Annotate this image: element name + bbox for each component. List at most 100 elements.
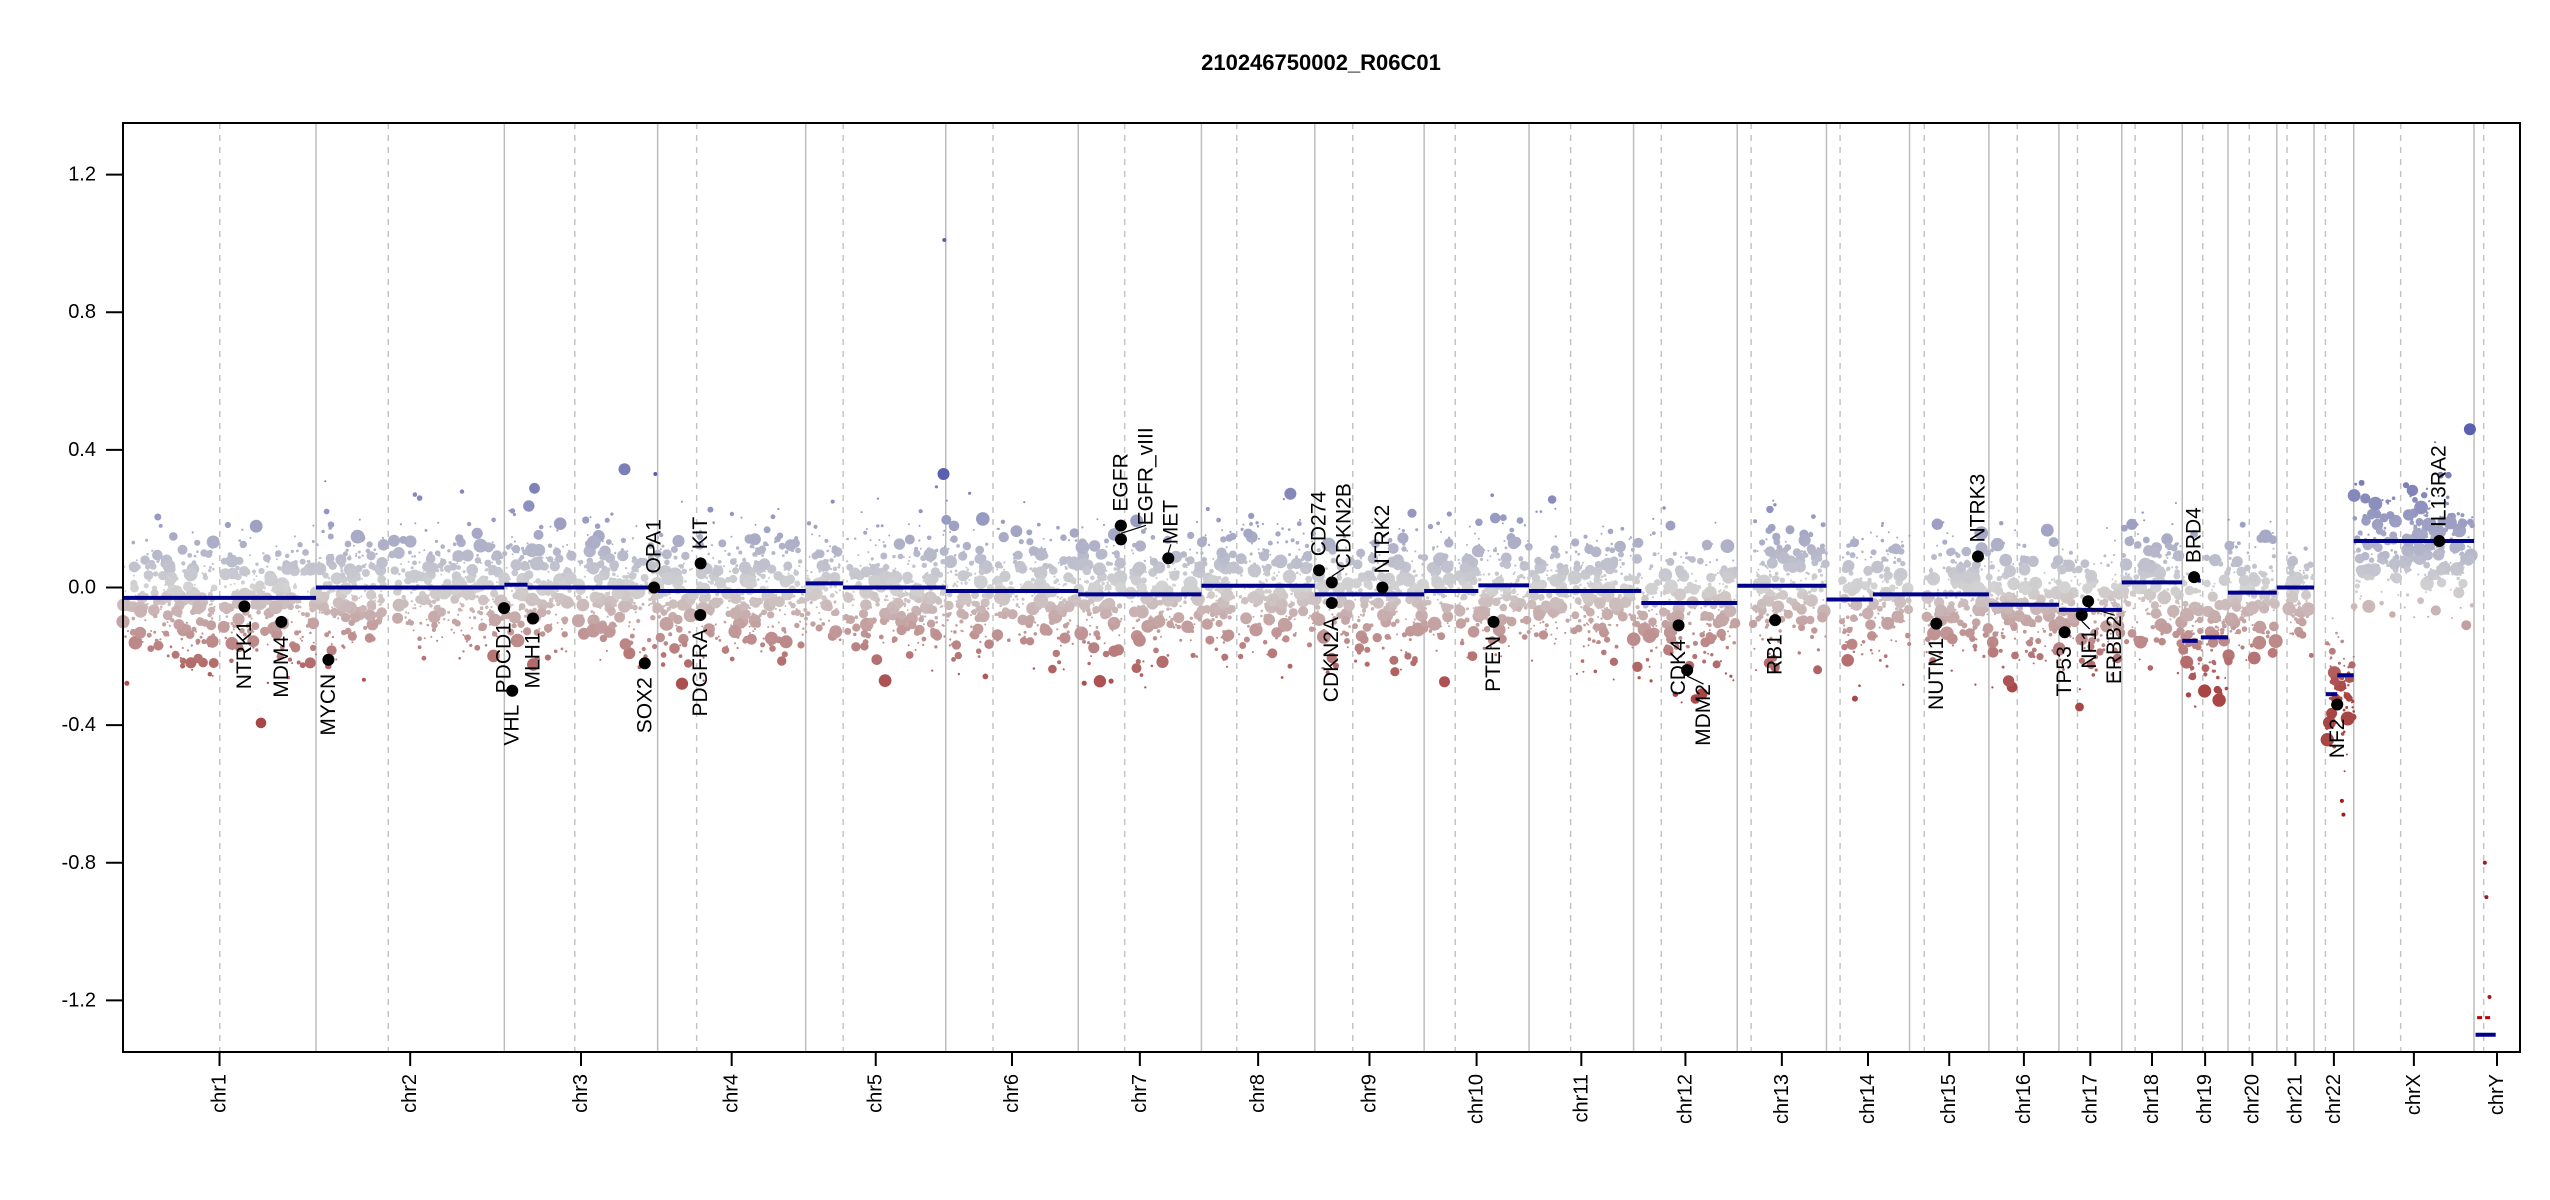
bin-point [1777,551,1790,564]
bin-point [1351,578,1362,589]
bin-point [453,601,456,604]
bin-point [652,643,658,650]
bin-point [1325,670,1330,675]
bin-point [1513,571,1516,574]
bin-point [859,564,862,567]
bin-point [1063,609,1068,614]
bin-point [282,583,289,589]
bin-point [769,645,776,652]
bin-point [1820,522,1826,528]
bin-point [1655,624,1658,627]
bin-point [819,618,822,621]
bin-point [1605,638,1608,640]
bin-point [1262,548,1265,551]
bin-point [340,612,351,623]
bin-point [885,572,889,575]
bin-point [1423,606,1427,611]
bin-point [1905,632,1911,639]
bin-point [550,623,553,626]
bin-point [410,566,414,570]
bin-point [1811,514,1816,519]
bin-point [1132,561,1147,575]
bin-point [1030,577,1035,582]
bin-point [199,635,203,639]
bin-point [169,645,173,649]
bin-point [364,609,377,622]
bin-point [1895,607,1898,611]
bin-point [1173,568,1176,570]
bin-point [437,521,440,524]
bin-point [1629,554,1632,557]
bin-point [281,562,294,575]
bin-point [615,604,618,607]
bin-point [1516,593,1519,596]
bin-point [708,611,713,616]
bin-point [159,608,162,611]
bin-point [1421,554,1429,562]
bin-point [297,610,300,613]
bin-point [1680,701,1683,704]
bin-point [1359,557,1362,560]
bin-point [337,617,340,620]
bin-point [948,644,951,647]
bin-point [951,640,962,650]
bin-point [1247,624,1250,628]
bin-point [399,523,402,526]
bin-point [638,686,641,689]
bin-point [623,647,636,660]
bin-point [1427,523,1434,530]
bin-point [1392,559,1404,571]
bin-point [943,529,946,533]
bin-point [1494,571,1500,576]
bin-point [1314,558,1317,561]
bin-point [715,636,718,640]
bin-point [1067,596,1072,601]
bin-point [1201,618,1213,630]
bin-point [918,539,921,542]
bin-point [540,605,543,608]
bin-point [561,616,569,624]
bin-point [760,642,766,648]
bin-point [463,561,466,564]
bin-point [1082,566,1092,576]
bin-point [902,571,913,582]
bin-point [863,530,868,535]
bin-point [1620,572,1624,576]
bin-point [1247,563,1262,578]
bin-point [681,500,683,503]
bin-point [1651,608,1653,611]
bin-point [528,545,531,548]
bin-point [913,629,921,636]
bin-point [1058,583,1060,586]
bin-point [1884,599,1887,602]
bin-point [328,535,331,537]
bin-point [651,570,655,575]
bin-point [399,535,408,544]
bin-point [1491,579,1494,582]
bin-point [1621,601,1625,604]
bin-point [158,571,168,581]
bin-point [224,636,228,640]
bin-point [749,597,758,606]
bin-point [1585,607,1595,617]
bin-point [657,536,660,539]
bin-point [340,566,343,570]
bin-point [1619,596,1632,608]
bin-point [1075,540,1090,555]
bin-point [1798,615,1809,626]
bin-point [781,626,787,632]
bin-point [473,538,488,553]
bin-point [1151,585,1155,589]
bin-point [803,607,808,613]
bin-point [1056,636,1060,640]
bin-point [926,592,934,600]
bin-point [316,544,319,547]
bin-point [191,531,194,534]
bin-point [910,583,925,598]
bin-point [560,647,564,651]
bin-point [403,579,406,582]
bin-point [1688,558,1692,562]
bin-point [536,580,538,583]
bin-point [815,624,823,632]
bin-point [1550,633,1553,636]
